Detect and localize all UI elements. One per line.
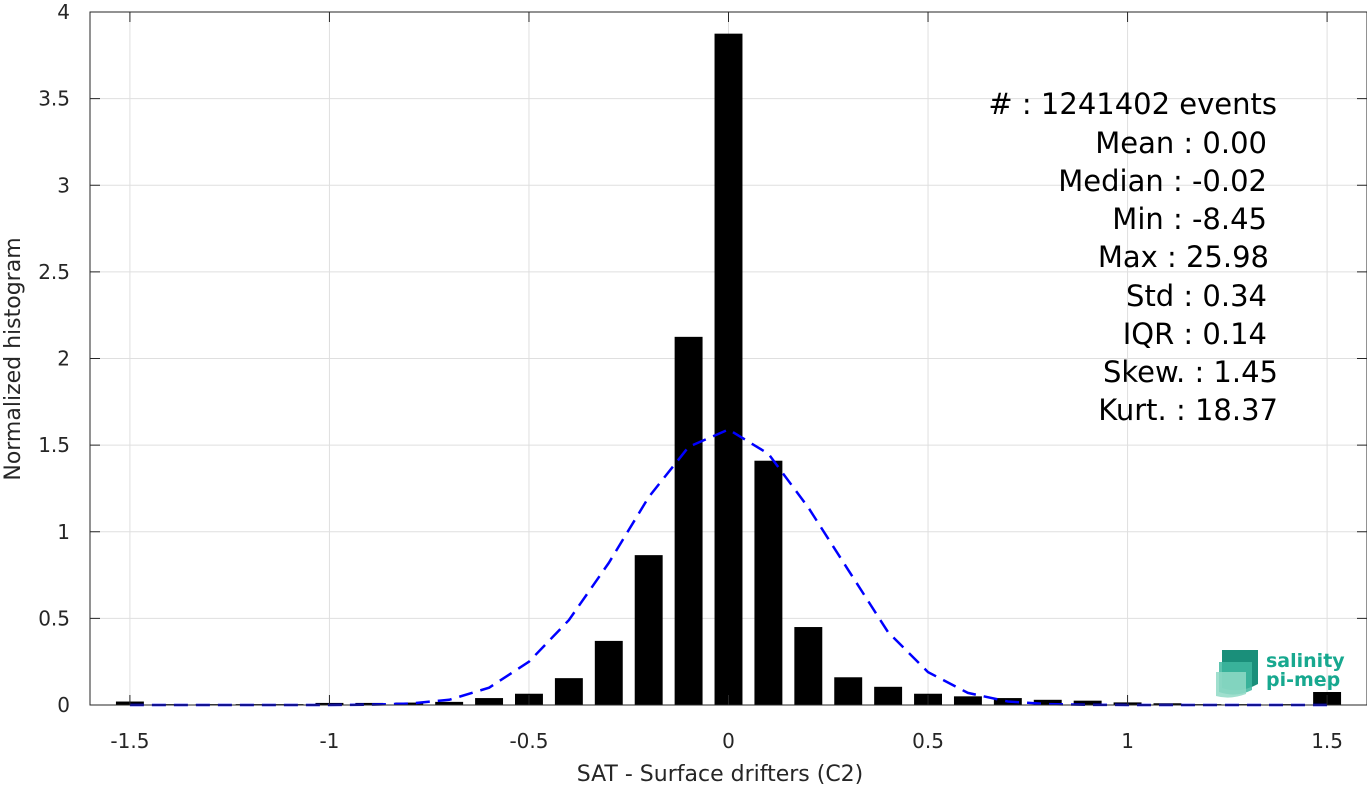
logo-text-salinity: salinity [1266, 650, 1345, 672]
x-axis-label: SAT - Surface drifters (C2) [577, 762, 864, 785]
y-tick-labels: 0 0.5 1 1.5 2 2.5 3 3.5 4 [38, 0, 70, 717]
histogram-bar [834, 677, 863, 705]
histogram-bar [674, 336, 703, 705]
y-axis-label: Normalized histogram [1, 237, 26, 480]
histogram-bars [115, 33, 1342, 705]
histogram-bar [714, 33, 743, 705]
stats-iqr: IQR : 0.14 [1123, 317, 1267, 351]
x-tick-label: -1.5 [110, 729, 149, 753]
y-tick-label: 3.5 [38, 87, 70, 111]
y-tick-label: 1 [57, 520, 70, 544]
x-tick-label: 0.5 [912, 729, 944, 753]
logo-text-pi-mep: pi-mep [1266, 669, 1340, 691]
stats-std: Std : 0.34 [1126, 279, 1267, 313]
histogram-bar [1033, 699, 1062, 705]
histogram-bar [634, 555, 663, 705]
axis-ticks [90, 11, 1367, 706]
y-tick-label: 1.5 [38, 433, 70, 457]
y-tick-label: 2.5 [38, 260, 70, 284]
histogram-bar [794, 627, 823, 705]
histogram-bar [953, 696, 982, 705]
y-tick-label: 0.5 [38, 606, 70, 630]
histogram-bar [395, 702, 424, 705]
stats-max: Max : 25.98 [1098, 240, 1269, 274]
histogram-bar [1073, 700, 1102, 705]
stats-box: # : 1241402 events Mean : 0.00 Median : … [988, 87, 1278, 427]
logo-mark-icon [1216, 650, 1258, 698]
y-tick-label: 0 [57, 693, 70, 717]
histogram-bar [754, 460, 783, 705]
stats-min: Min : -8.45 [1112, 202, 1267, 236]
x-tick-label: -0.5 [509, 729, 548, 753]
stats-median: Median : -0.02 [1058, 164, 1267, 198]
stats-skew: Skew. : 1.45 [1103, 355, 1278, 389]
histogram-bar [435, 701, 464, 705]
y-tick-label: 2 [57, 347, 70, 371]
x-tick-label: 1.5 [1311, 729, 1343, 753]
x-tick-label: -1 [319, 729, 339, 753]
stats-mean: Mean : 0.00 [1095, 126, 1267, 160]
histogram-bar [475, 698, 504, 705]
x-tick-label: 1 [1121, 729, 1134, 753]
x-tick-labels: -1.5 -1 -0.5 0 0.5 1 1.5 [110, 729, 1343, 753]
histogram-bar [554, 678, 583, 705]
y-tick-label: 3 [57, 173, 70, 197]
y-tick-label: 4 [57, 0, 70, 24]
salinity-pi-mep-logo: salinity pi-mep [1216, 650, 1345, 698]
x-tick-label: 0 [722, 729, 735, 753]
stats-kurt: Kurt. : 18.37 [1098, 393, 1278, 427]
histogram-bar [355, 702, 384, 705]
stats-events: # : 1241402 events [988, 87, 1277, 121]
histogram-bar [594, 640, 623, 705]
histogram-bar [874, 686, 903, 705]
